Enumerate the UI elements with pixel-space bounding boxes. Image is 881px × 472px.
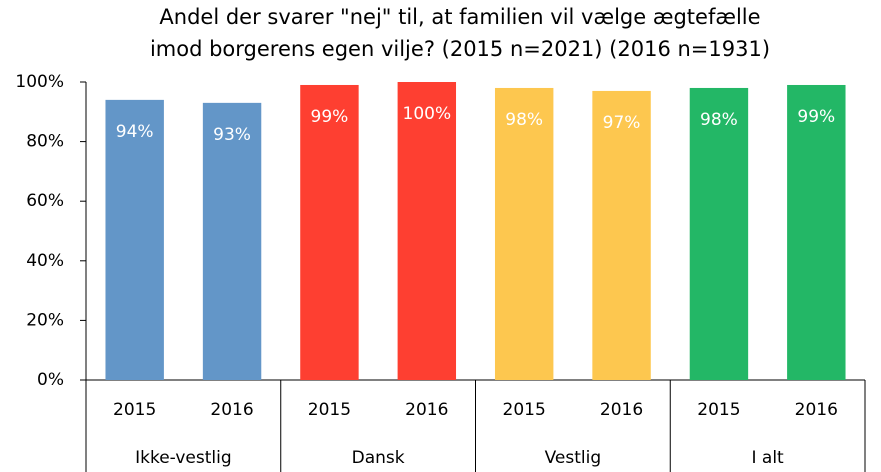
y-tick-label: 40% <box>26 251 64 271</box>
bar <box>300 84 359 380</box>
chart-title: imod borgerens egen vilje? (2015 n=2021)… <box>150 37 770 61</box>
bar <box>689 87 749 381</box>
value-label: 99% <box>797 107 835 127</box>
chart-title: Andel der svarer "nej" til, at familien … <box>159 5 760 29</box>
x-tick-label: 2015 <box>503 400 546 420</box>
bar <box>494 87 554 381</box>
x-tick-label: 2015 <box>113 400 156 420</box>
x-tick-label: 2016 <box>600 400 643 420</box>
bar <box>592 90 651 380</box>
x-tick-label: 2015 <box>697 400 740 420</box>
value-label: 93% <box>213 125 251 145</box>
bar <box>202 102 262 381</box>
value-label: 98% <box>700 110 738 130</box>
value-label: 97% <box>603 113 641 133</box>
y-tick-label: 100% <box>15 72 64 92</box>
group-label: I alt <box>752 448 785 468</box>
value-label: 98% <box>505 110 543 130</box>
y-tick-label: 20% <box>26 310 64 330</box>
x-tick-label: 2016 <box>210 400 253 420</box>
y-tick-label: 60% <box>26 191 64 211</box>
group-label: Dansk <box>352 448 405 468</box>
y-tick-label: 0% <box>37 370 64 390</box>
y-tick-label: 80% <box>26 132 64 152</box>
group-label: Vestlig <box>545 448 602 468</box>
bar <box>787 84 846 380</box>
value-label: 94% <box>116 122 154 142</box>
x-tick-label: 2016 <box>405 400 448 420</box>
bar <box>105 99 164 380</box>
value-label: 99% <box>311 107 349 127</box>
value-label: 100% <box>403 104 452 124</box>
x-tick-label: 2016 <box>795 400 838 420</box>
bar <box>397 82 457 380</box>
group-label: Ikke-vestlig <box>135 448 232 468</box>
x-tick-label: 2015 <box>308 400 351 420</box>
